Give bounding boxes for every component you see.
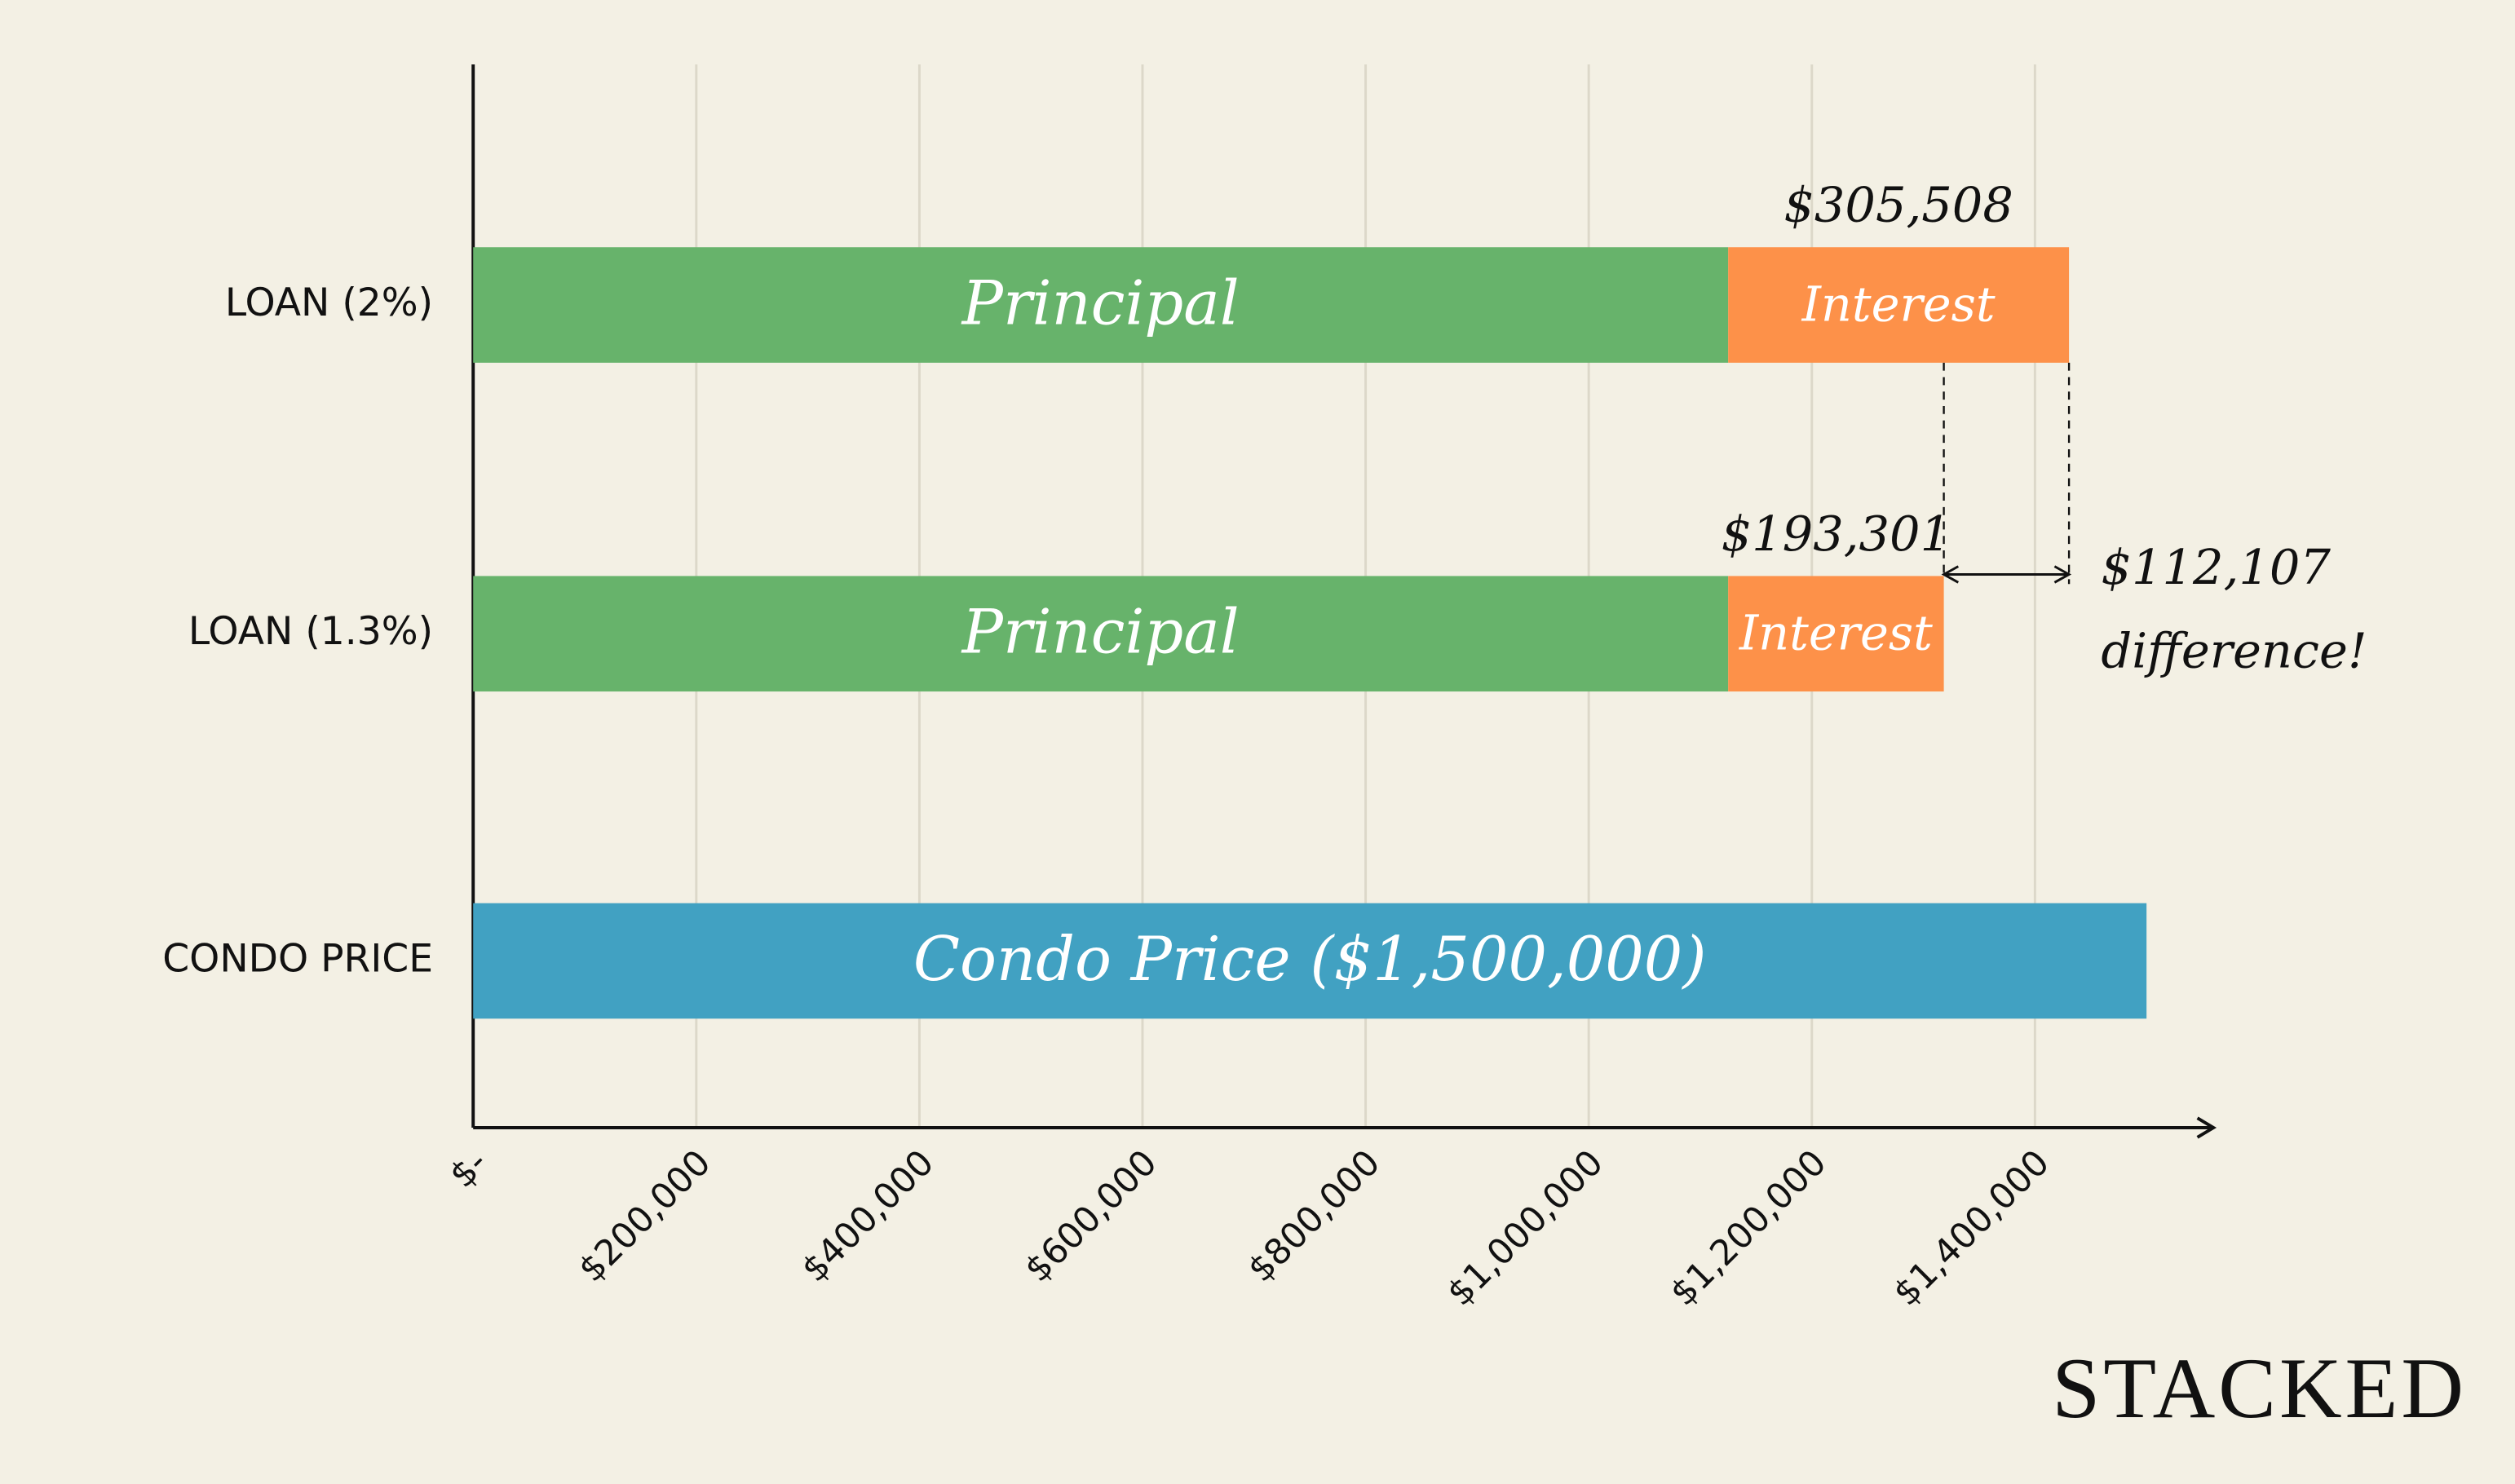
segment-label: Interest bbox=[1739, 605, 1933, 661]
bar-segment bbox=[473, 903, 2147, 1019]
segment-label: Condo Price ($1,500,000) bbox=[913, 924, 1707, 995]
annotation: $112,107 bbox=[2101, 539, 2331, 595]
segment-label: Principal bbox=[961, 597, 1240, 668]
x-axis-arrow bbox=[2196, 1116, 2217, 1139]
bar-segment bbox=[1728, 576, 1944, 692]
segment-label: Interest bbox=[1801, 276, 1996, 333]
segment-label: Principal bbox=[961, 267, 1240, 338]
arrow-head bbox=[1941, 565, 2072, 584]
brand-logo: STACKED bbox=[2052, 1340, 2467, 1436]
category-label: CONDO PRICE bbox=[162, 936, 433, 981]
value-label: $305,508 bbox=[1783, 177, 2013, 233]
value-label: $193,301 bbox=[1722, 506, 1951, 562]
annotation: difference! bbox=[2101, 622, 2367, 678]
bar-segment bbox=[473, 247, 1729, 363]
category-label: LOAN (2%) bbox=[225, 280, 433, 325]
bar-segment bbox=[473, 576, 1729, 692]
bar-segment bbox=[1728, 247, 2070, 363]
category-label: LOAN (1.3%) bbox=[188, 609, 433, 654]
